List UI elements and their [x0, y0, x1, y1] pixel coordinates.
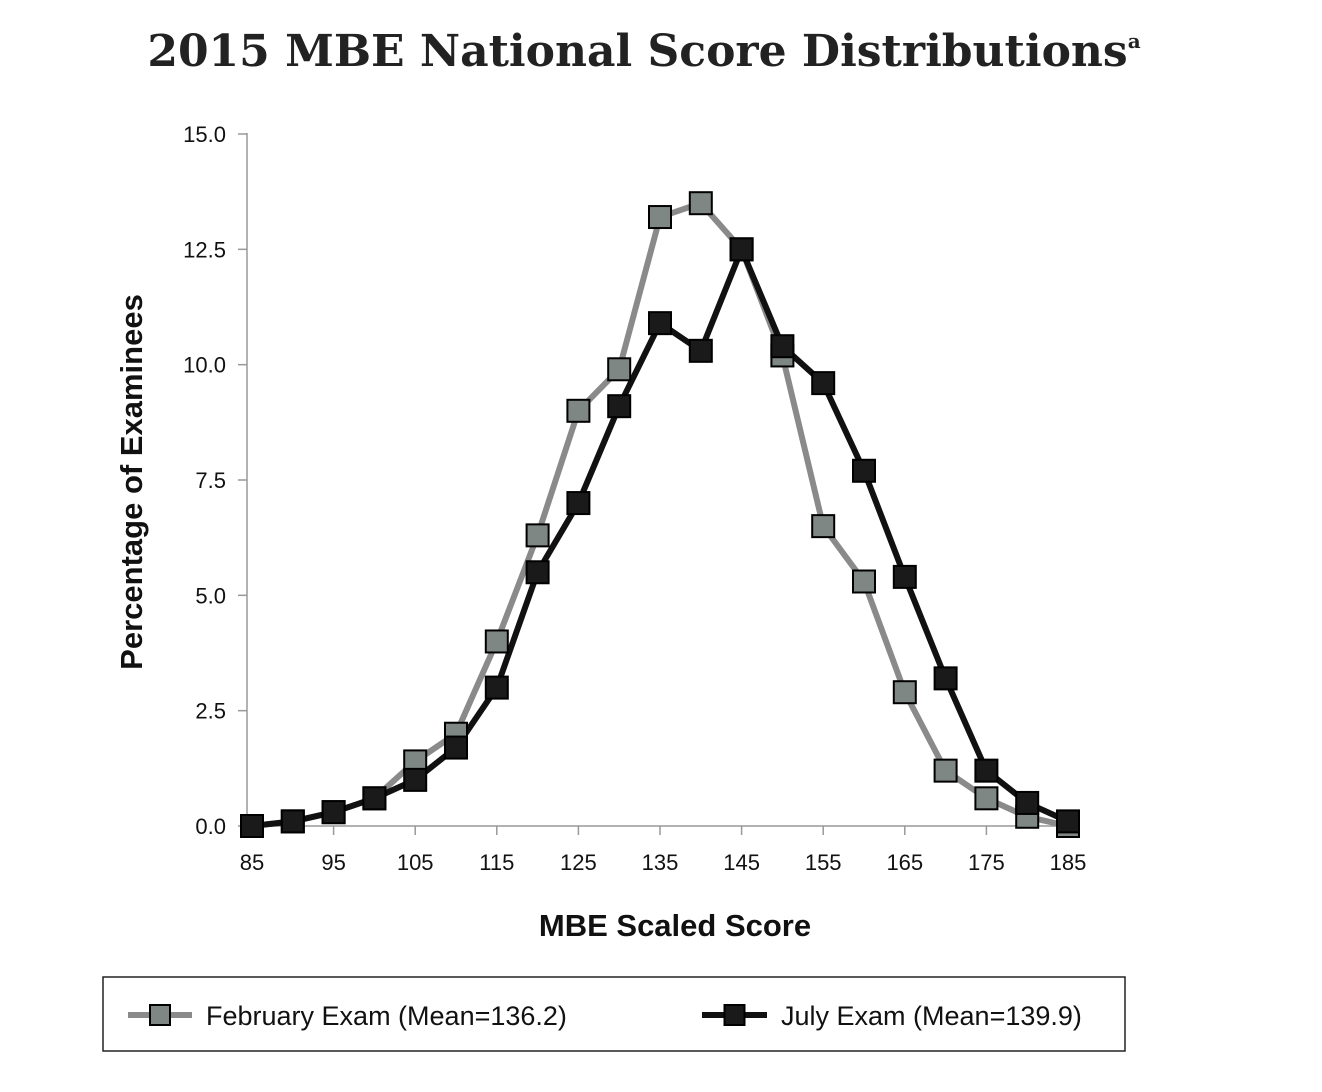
data-point-july	[770, 334, 795, 359]
x-tick-label: 145	[723, 850, 760, 875]
y-axis-ticks: 0.0 2.5 5.0 7.5 10.0 12.5 15.0	[183, 122, 247, 839]
data-point-february	[892, 680, 917, 705]
plot-area: 0.0 2.5 5.0 7.5 10.0 12.5 15.0 85 95 105 115 125 13…	[183, 122, 1086, 875]
x-tick-label: 115	[479, 850, 514, 875]
legend-label: July Exam (Mean=139.9)	[781, 1001, 1082, 1031]
legend-marker	[723, 1004, 746, 1026]
data-point-july	[974, 758, 999, 783]
data-point-february	[525, 523, 550, 548]
data-point-july	[688, 338, 713, 363]
data-point-july	[444, 735, 468, 760]
x-tick-label: 85	[240, 850, 264, 875]
y-tick-label: 5.0	[195, 583, 226, 608]
x-tick-label: 185	[1050, 850, 1087, 875]
data-point-july	[403, 767, 428, 792]
data-point-july	[1015, 790, 1040, 815]
data-point-july	[852, 458, 876, 483]
chart-title: 2015 MBE National Score Distributionsa	[147, 26, 1140, 77]
data-point-july	[484, 675, 509, 700]
data-point-july	[240, 814, 264, 838]
y-tick-label: 7.5	[195, 468, 226, 493]
data-point-february	[688, 191, 713, 216]
y-tick-label: 0.0	[195, 814, 226, 839]
series-line-july	[251, 246, 1070, 829]
legend-label: February Exam (Mean=136.2)	[206, 1001, 567, 1031]
data-point-july	[729, 237, 754, 262]
data-point-july	[566, 491, 591, 516]
x-tick-label: 105	[397, 850, 434, 875]
series-line-february	[251, 200, 1069, 829]
data-point-july	[1056, 809, 1080, 834]
legend: February Exam (Mean=136.2) July Exam (Mea…	[102, 976, 1126, 1052]
series-layer	[240, 191, 1080, 838]
y-tick-label: 10.0	[183, 353, 226, 378]
x-tick-label: 165	[886, 850, 923, 875]
y-axis-label: Percentage of Examinees	[114, 294, 149, 670]
data-point-february	[974, 786, 999, 811]
legend-items: February Exam (Mean=136.2) July Exam (Mea…	[128, 1001, 1082, 1031]
legend-box	[102, 976, 1126, 1052]
chart-title-superscript: a	[1128, 29, 1141, 53]
data-point-february	[566, 398, 591, 423]
y-tick-label: 2.5	[195, 699, 226, 724]
data-point-february	[933, 758, 958, 783]
x-tick-label: 155	[805, 850, 842, 875]
data-point-july	[321, 800, 346, 825]
data-point-february	[852, 569, 876, 594]
x-tick-label: 125	[560, 850, 597, 875]
data-point-july	[892, 564, 917, 589]
data-point-july	[525, 560, 550, 585]
data-point-july	[280, 809, 305, 834]
data-point-july	[362, 786, 387, 811]
x-tick-label: 175	[968, 850, 1005, 875]
data-point-july	[648, 311, 672, 336]
data-point-february	[811, 514, 836, 539]
data-point-july	[811, 371, 836, 396]
x-axis-label: MBE Scaled Score	[539, 908, 811, 943]
y-tick-label: 15.0	[183, 122, 226, 147]
x-tick-label: 95	[321, 850, 345, 875]
legend-marker	[149, 1004, 171, 1026]
data-point-february	[607, 357, 632, 382]
data-point-july	[607, 394, 632, 419]
y-tick-label: 12.5	[183, 237, 226, 262]
x-axis-ticks: 85 95 105 115 125 135 145 155 165 175 185	[240, 826, 1087, 875]
data-point-february	[484, 629, 509, 654]
x-tick-label: 135	[642, 850, 679, 875]
data-point-february	[648, 205, 672, 230]
data-point-july	[933, 666, 958, 691]
chart-title-main: 2015 MBE National Score Distributions	[147, 26, 1127, 77]
